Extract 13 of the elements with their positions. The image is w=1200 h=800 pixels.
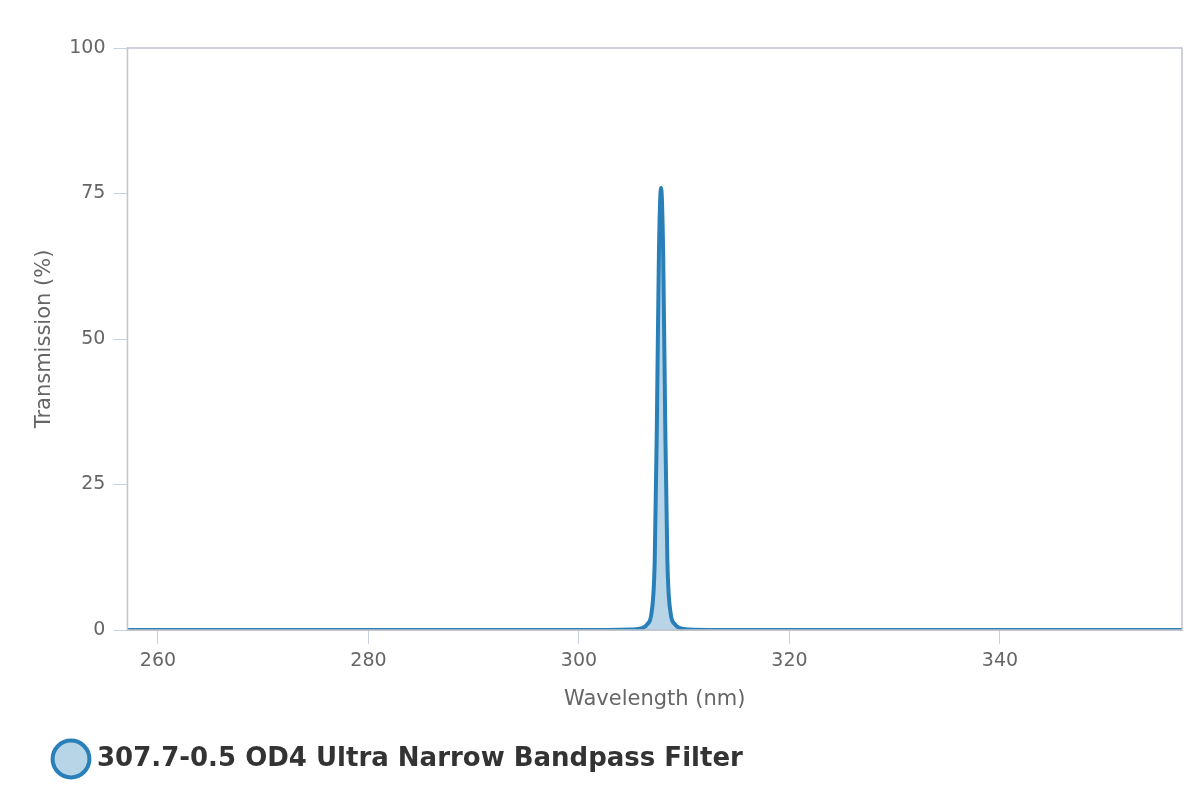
y-tick-label: 75 (81, 180, 106, 203)
y-tick-label: 50 (81, 325, 106, 348)
x-axis-title: Wavelength (nm) (564, 685, 746, 710)
y-tick-label: 25 (81, 471, 106, 494)
y-axis-title: Transmission (%) (31, 249, 56, 430)
x-tick-label: 340 (981, 648, 1019, 671)
x-tick-label: 300 (560, 648, 598, 671)
y-tick-label: 0 (93, 616, 106, 639)
legend-label: 307.7-0.5 OD4 Ultra Narrow Bandpass Filter (97, 741, 744, 772)
x-tick-label: 320 (771, 648, 808, 671)
x-tick-label: 260 (139, 648, 177, 671)
y-tick-label: 100 (69, 34, 106, 57)
x-tick-label: 280 (350, 648, 387, 671)
